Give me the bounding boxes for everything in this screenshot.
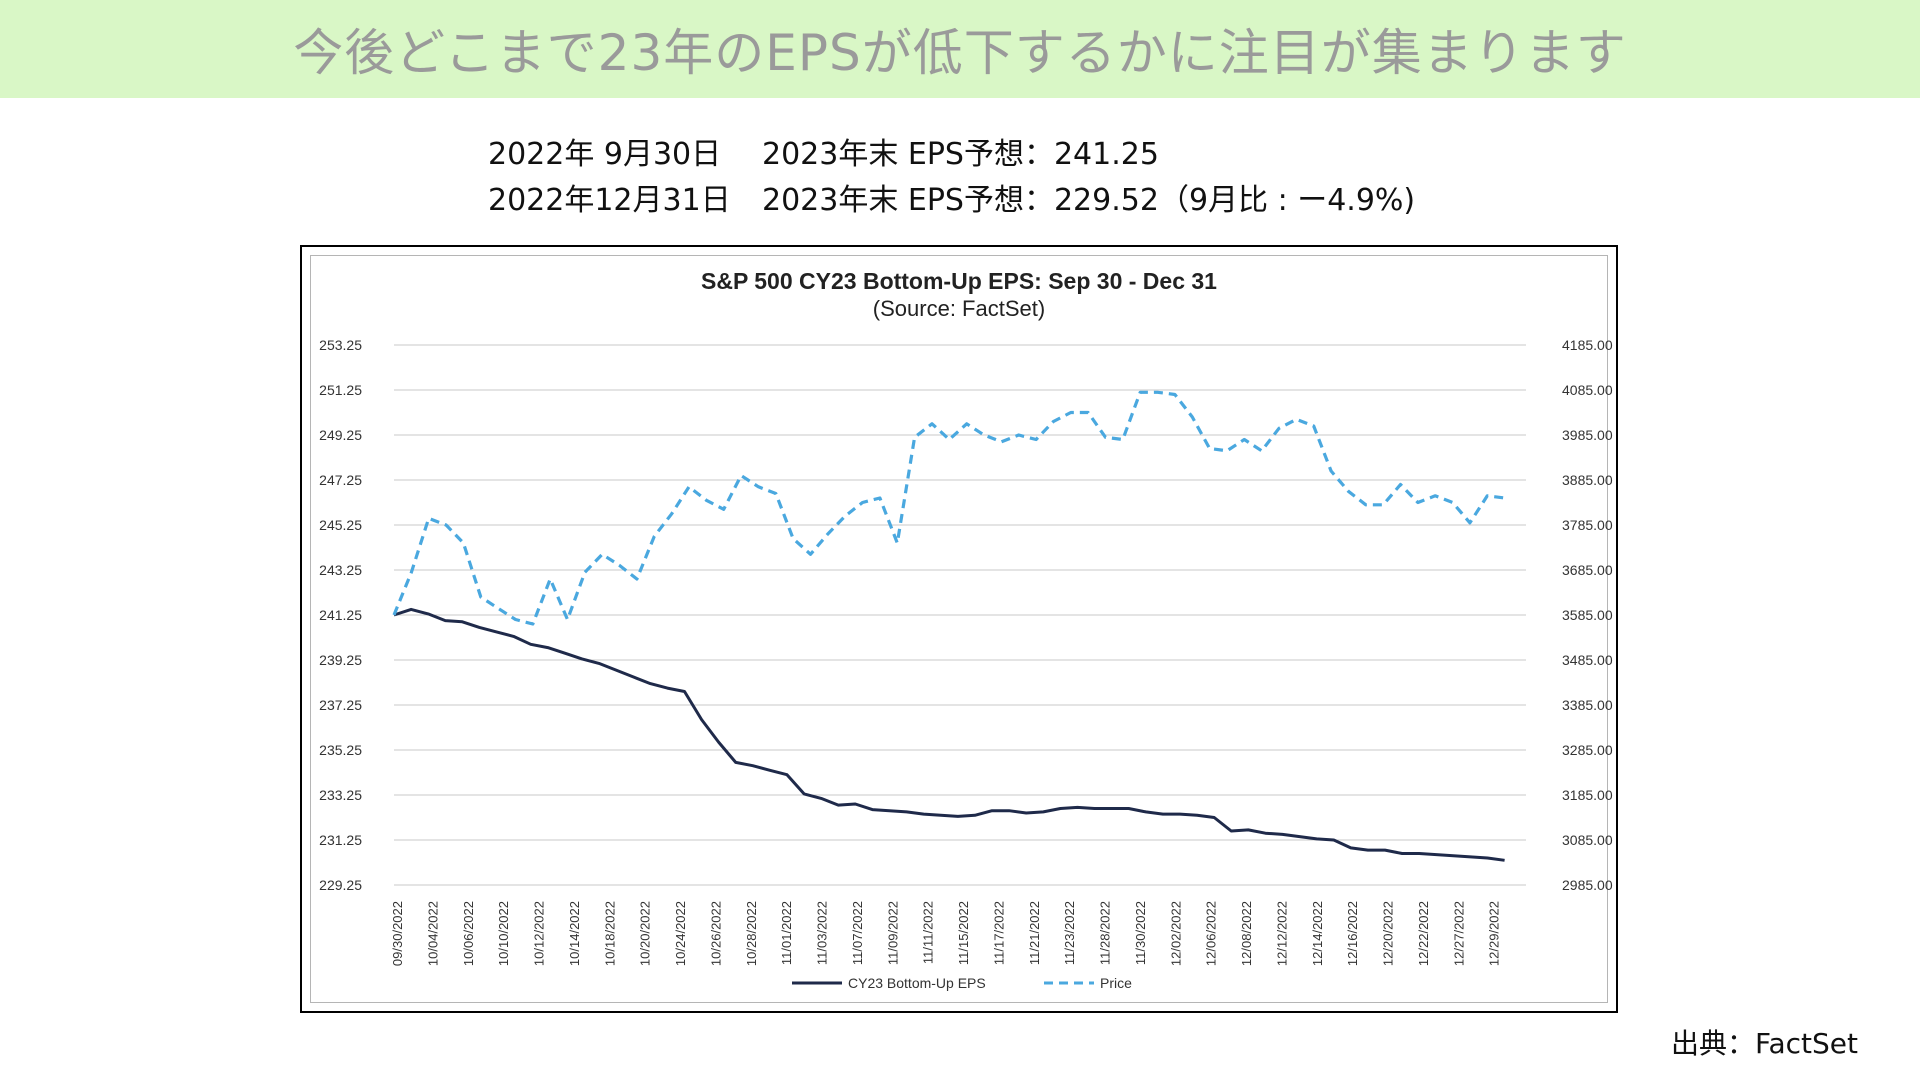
- y-right-tick-label: 3885.00: [1562, 472, 1613, 488]
- y-left-tick-label: 253.25: [319, 337, 362, 353]
- x-tick-label: 10/26/2022: [708, 901, 723, 966]
- x-tick-label: 11/11/2022: [921, 901, 936, 964]
- info-date-sep: 2022年 9月30日: [488, 137, 722, 172]
- eps-series-line: [393, 607, 1505, 862]
- info-row-sep: 2022年 9月30日 2023年末 EPS予想：241.25: [488, 132, 1415, 178]
- x-tick-label: 12/02/2022: [1168, 901, 1183, 966]
- x-tick-label: 10/10/2022: [496, 901, 511, 966]
- title-banner: 今後どこまで23年のEPSが低下するかに注目が集まります: [0, 0, 1920, 98]
- x-tick-label: 10/24/2022: [673, 901, 688, 966]
- y-left-tick-label: 231.25: [319, 832, 362, 848]
- chart-inner-border: [310, 255, 1608, 1003]
- y-right-tick-label: 3385.00: [1562, 697, 1613, 713]
- x-tick-label: 10/06/2022: [461, 901, 476, 966]
- y-right-tick-label: 3285.00: [1562, 742, 1613, 758]
- y-left-tick-label: 249.25: [319, 427, 362, 443]
- info-text-sep: 2023年末 EPS予想：241.25: [762, 137, 1159, 172]
- eps-price-chart: S&P 500 CY23 Bottom-Up EPS: Sep 30 - Dec…: [319, 268, 1613, 991]
- info-date-dec: 2022年12月31日: [488, 183, 731, 218]
- x-tick-label: 12/16/2022: [1345, 901, 1360, 966]
- chart-frame: S&P 500 CY23 Bottom-Up EPS: Sep 30 - Dec…: [300, 245, 1618, 1013]
- x-tick-label: 11/09/2022: [885, 901, 900, 965]
- price-series-line: [392, 390, 1505, 626]
- x-tick-label: 12/29/2022: [1487, 901, 1502, 966]
- y-right-tick-label: 3785.00: [1562, 517, 1613, 533]
- x-tick-label: 12/27/2022: [1451, 901, 1466, 966]
- x-tick-label: 11/30/2022: [1133, 901, 1148, 965]
- y-left-tick-label: 239.25: [319, 652, 362, 668]
- x-tick-label: 10/20/2022: [638, 901, 653, 966]
- x-tick-label: 10/04/2022: [425, 901, 440, 966]
- x-tick-label: 11/23/2022: [1062, 901, 1077, 965]
- x-tick-label: 12/20/2022: [1381, 901, 1396, 966]
- x-tick-label: 10/18/2022: [602, 901, 617, 966]
- x-tick-label: 11/21/2022: [1027, 901, 1042, 965]
- y-right-tick-label: 3185.00: [1562, 787, 1613, 803]
- legend-price-label: Price: [1100, 975, 1132, 991]
- x-tick-label: 12/08/2022: [1239, 901, 1254, 966]
- x-tick-label: 10/12/2022: [532, 901, 547, 966]
- y-left-tick-label: 247.25: [319, 472, 362, 488]
- y-left-tick-label: 233.25: [319, 787, 362, 803]
- x-tick-label: 11/28/2022: [1098, 901, 1113, 965]
- x-tick-label: 10/14/2022: [567, 901, 582, 966]
- eps-forecast-info: 2022年 9月30日 2023年末 EPS予想：241.25 2022年12月3…: [488, 132, 1415, 224]
- y-right-tick-label: 4185.00: [1562, 337, 1613, 353]
- y-right-tick-label: 3985.00: [1562, 427, 1613, 443]
- y-right-tick-label: 4085.00: [1562, 382, 1613, 398]
- y-right-tick-label: 3685.00: [1562, 562, 1613, 578]
- y-left-tick-label: 241.25: [319, 607, 362, 623]
- x-tick-label: 11/17/2022: [991, 901, 1006, 965]
- x-tick-label: 11/03/2022: [815, 901, 830, 965]
- source-note: 出典：FactSet: [1670, 1027, 1858, 1060]
- chart-subtitle: (Source: FactSet): [873, 296, 1045, 321]
- x-tick-label: 10/28/2022: [744, 901, 759, 966]
- x-tick-label: 12/22/2022: [1416, 901, 1431, 966]
- x-tick-label: 12/14/2022: [1310, 901, 1325, 966]
- y-right-tick-label: 3585.00: [1562, 607, 1613, 623]
- y-left-tick-label: 229.25: [319, 877, 362, 893]
- y-left-tick-label: 235.25: [319, 742, 362, 758]
- x-tick-label: 11/15/2022: [956, 901, 971, 965]
- x-tick-label: 12/06/2022: [1204, 901, 1219, 966]
- y-left-tick-label: 245.25: [319, 517, 362, 533]
- x-tick-label: 11/01/2022: [779, 901, 794, 965]
- y-right-tick-label: 3085.00: [1562, 832, 1613, 848]
- y-left-tick-label: 251.25: [319, 382, 362, 398]
- info-row-dec: 2022年12月31日 2023年末 EPS予想：229.52（9月比 : ー4.…: [488, 178, 1415, 224]
- x-tick-label: 11/07/2022: [850, 901, 865, 965]
- y-right-tick-label: 2985.00: [1562, 877, 1613, 893]
- legend-eps-label: CY23 Bottom-Up EPS: [848, 975, 986, 991]
- y-left-tick-label: 237.25: [319, 697, 362, 713]
- info-text-dec: 2023年末 EPS予想：229.52（9月比 : ー4.9%): [762, 183, 1416, 218]
- banner-title: 今後どこまで23年のEPSが低下するかに注目が集まります: [293, 24, 1627, 82]
- x-tick-label: 09/30/2022: [390, 901, 405, 966]
- y-left-tick-label: 243.25: [319, 562, 362, 578]
- chart-title: S&P 500 CY23 Bottom-Up EPS: Sep 30 - Dec…: [701, 268, 1217, 294]
- x-tick-label: 12/12/2022: [1274, 901, 1289, 966]
- y-right-tick-label: 3485.00: [1562, 652, 1613, 668]
